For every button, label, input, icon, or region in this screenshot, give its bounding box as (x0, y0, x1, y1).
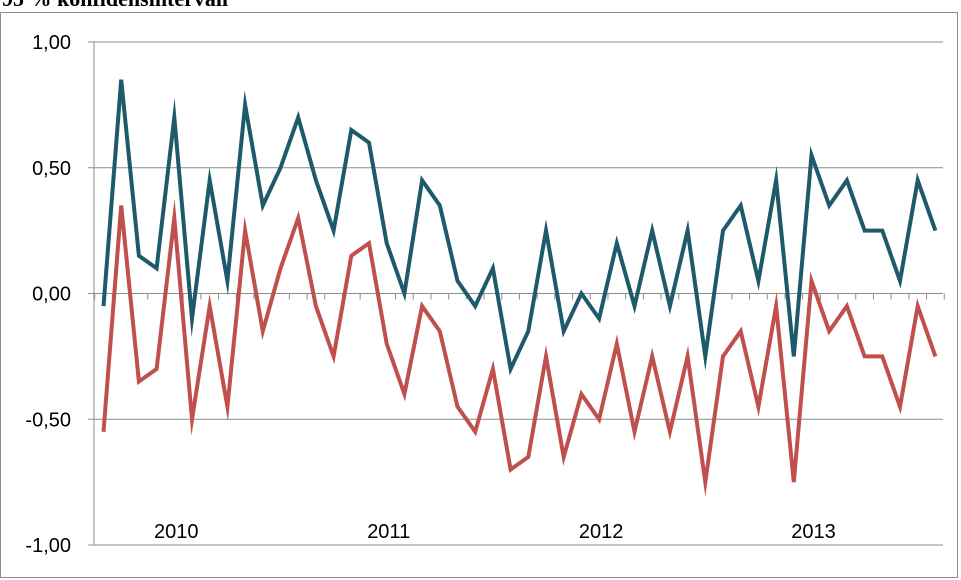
upper-bound-line (101, 79, 938, 376)
year-label: 2011 (367, 521, 410, 543)
lower-bound-line (101, 198, 938, 497)
y-tick-label: -0,50 (25, 409, 71, 431)
y-tick-label: 0,00 (32, 284, 71, 306)
y-tick-label: 0,50 (32, 158, 71, 180)
y-tick-label: -1,00 (25, 535, 71, 557)
chart-frame (0, 12, 958, 578)
chart-title: 95 % konfidensintervall (2, 0, 228, 12)
gridlines (88, 41, 943, 546)
year-label: 2010 (154, 521, 199, 543)
year-labels: 2010 2011 2012 2013 (154, 521, 836, 543)
y-tick-label: 1,00 (32, 32, 71, 54)
year-label: 2013 (791, 521, 836, 543)
year-label: 2012 (579, 521, 624, 543)
y-tick-labels: 1,00 0,50 0,00 -0,50 -1,00 (25, 32, 71, 557)
series-lines (101, 79, 938, 497)
